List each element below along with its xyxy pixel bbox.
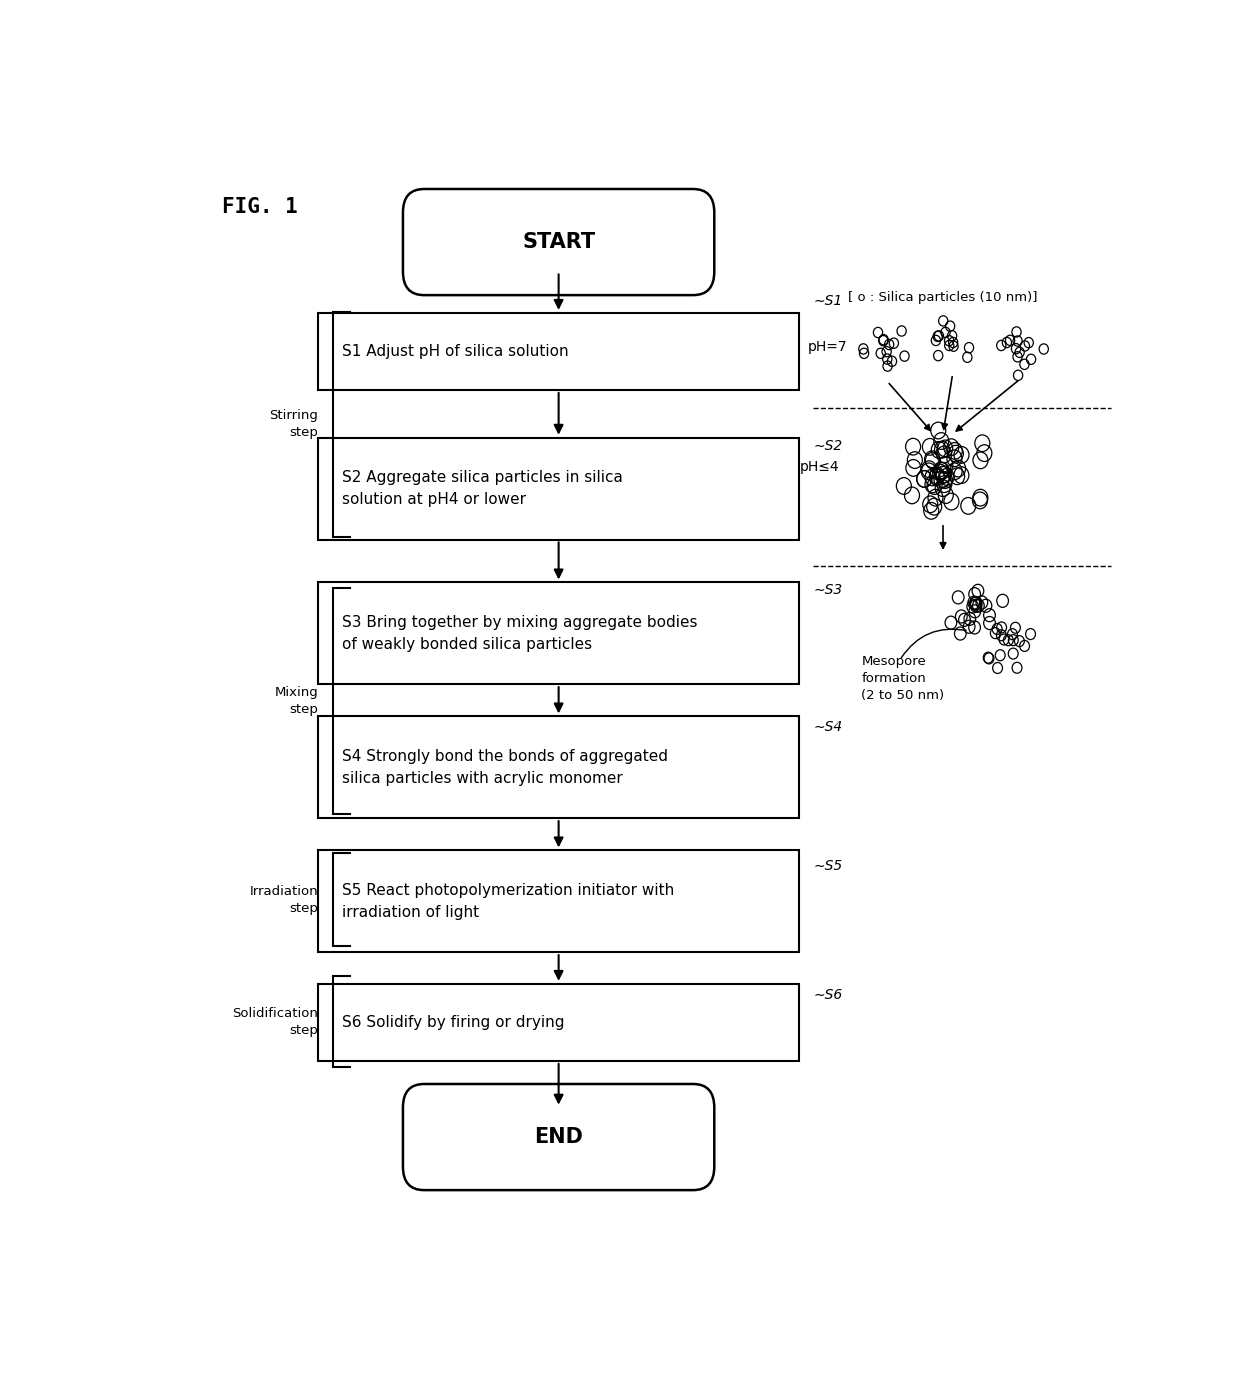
- Text: pH≤4: pH≤4: [800, 461, 839, 475]
- FancyBboxPatch shape: [319, 984, 799, 1061]
- Text: FIG. 1: FIG. 1: [222, 198, 298, 217]
- FancyBboxPatch shape: [403, 1084, 714, 1190]
- Text: pH=7: pH=7: [807, 340, 847, 354]
- Text: S1 Adjust pH of silica solution: S1 Adjust pH of silica solution: [342, 344, 569, 359]
- Text: ∼S1: ∼S1: [813, 294, 842, 308]
- FancyBboxPatch shape: [403, 189, 714, 295]
- Text: ∼S5: ∼S5: [813, 859, 842, 873]
- Text: Mixing
step: Mixing step: [274, 686, 319, 717]
- Text: ∼S4: ∼S4: [813, 720, 842, 734]
- Text: ∼S6: ∼S6: [813, 987, 842, 1001]
- Text: S6 Solidify by firing or drying: S6 Solidify by firing or drying: [342, 1015, 565, 1030]
- Text: ∼S3: ∼S3: [813, 583, 842, 597]
- Text: Solidification
step: Solidification step: [232, 1006, 319, 1037]
- Text: END: END: [534, 1128, 583, 1147]
- Text: S3 Bring together by mixing aggregate bodies
of weakly bonded silica particles: S3 Bring together by mixing aggregate bo…: [342, 615, 698, 651]
- Text: Mesopore
formation
(2 to 50 nm): Mesopore formation (2 to 50 nm): [862, 654, 945, 702]
- Text: START: START: [522, 232, 595, 252]
- Text: S5 React photopolymerization initiator with
irradiation of light: S5 React photopolymerization initiator w…: [342, 883, 675, 920]
- Text: ∼S2: ∼S2: [813, 438, 842, 452]
- FancyBboxPatch shape: [319, 851, 799, 952]
- Text: [ o : Silica particles (10 nm)]: [ o : Silica particles (10 nm)]: [848, 291, 1038, 305]
- Text: Stirring
step: Stirring step: [269, 409, 319, 440]
- FancyBboxPatch shape: [319, 437, 799, 540]
- FancyBboxPatch shape: [319, 582, 799, 685]
- Text: S4 Strongly bond the bonds of aggregated
silica particles with acrylic monomer: S4 Strongly bond the bonds of aggregated…: [342, 749, 668, 786]
- FancyBboxPatch shape: [319, 313, 799, 390]
- FancyBboxPatch shape: [319, 717, 799, 818]
- Text: S2 Aggregate silica particles in silica
solution at pH4 or lower: S2 Aggregate silica particles in silica …: [342, 470, 624, 507]
- Text: Irradiation
step: Irradiation step: [249, 885, 319, 915]
